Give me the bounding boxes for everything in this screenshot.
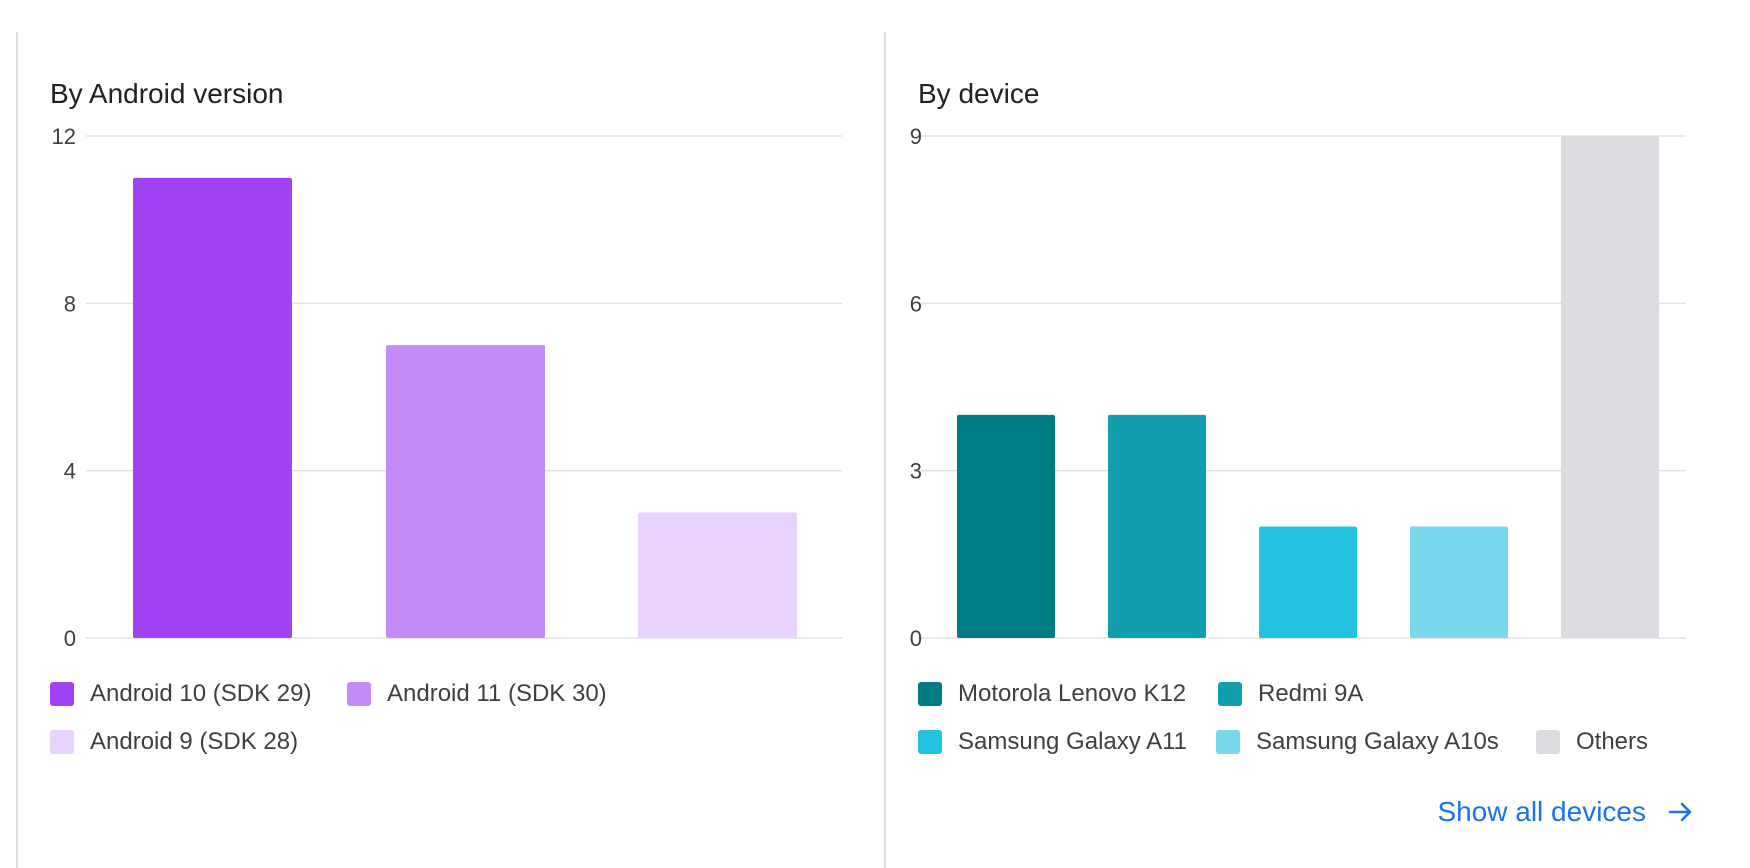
android-version-panel: By Android version 0 4 8 12 Android 10 (SDK… <box>50 78 842 756</box>
legend-swatch <box>1216 730 1240 754</box>
device-panel: By device 0 3 6 9 Motorola Lenovo K12 Redmi … <box>886 0 1750 868</box>
left-divider <box>16 32 18 868</box>
legend-swatch <box>918 730 942 754</box>
device-legend-item-redmi-9a[interactable]: Redmi 9A <box>1218 680 1363 708</box>
device-legend-item-motorola-lenovo-k12[interactable]: Motorola Lenovo K12 <box>918 680 1186 708</box>
android-legend-item-android-10-sdk-29[interactable]: Android 10 (SDK 29) <box>50 680 311 708</box>
android-bar-android-9-sdk-28[interactable] <box>638 512 797 639</box>
legend-swatch <box>50 730 74 754</box>
legend-label: Android 9 (SDK 28) <box>90 728 299 755</box>
android-legend-item-android-11-sdk-30[interactable]: Android 11 (SDK 30) <box>347 680 607 708</box>
android-y-tick-label: 12 <box>52 124 76 149</box>
legend-label: Android 11 (SDK 30) <box>387 680 607 707</box>
device-bar-samsung-galaxy-a11[interactable] <box>1259 526 1357 638</box>
legend-label: Redmi 9A <box>1258 680 1364 707</box>
android-bar-android-11-sdk-30[interactable] <box>386 345 545 638</box>
legend-label: Samsung Galaxy A11 <box>958 728 1188 755</box>
legend-label: Others <box>1576 728 1649 755</box>
android-y-tick-label: 4 <box>64 459 76 484</box>
device-bar-motorola-lenovo-k12[interactable] <box>957 414 1055 638</box>
legend-label: Samsung Galaxy A10s <box>1256 728 1499 755</box>
legend-swatch <box>50 682 74 706</box>
show-all-devices-label: Show all devices <box>1437 796 1646 827</box>
device-title: By device <box>918 78 1040 109</box>
android-version-chart: 0 4 8 12 <box>52 124 842 651</box>
android-bar-android-10-sdk-29[interactable] <box>133 177 292 639</box>
legend-swatch <box>1218 682 1242 706</box>
device-y-tick-label: 6 <box>910 291 922 316</box>
device-y-tick-label: 0 <box>910 626 922 651</box>
device-legend-item-samsung-galaxy-a11[interactable]: Samsung Galaxy A11 <box>918 728 1187 756</box>
android-y-tick-label: 8 <box>64 291 76 316</box>
device-legend-item-samsung-galaxy-a10s[interactable]: Samsung Galaxy A10s <box>1216 728 1499 756</box>
legend-label: Android 10 (SDK 29) <box>90 680 312 707</box>
device-y-tick-label: 3 <box>910 459 922 484</box>
device-y-tick-label: 9 <box>910 124 922 149</box>
device-chart: 0 3 6 9 <box>910 124 1686 651</box>
show-all-devices-link[interactable]: Show all devices <box>1437 796 1694 828</box>
device-bar-others[interactable] <box>1561 136 1659 638</box>
device-bar-samsung-galaxy-a10s[interactable] <box>1410 526 1508 638</box>
legend-swatch <box>1536 730 1560 754</box>
android-legend-item-android-9-sdk-28[interactable]: Android 9 (SDK 28) <box>50 728 298 756</box>
android-y-tick-label: 0 <box>64 626 76 651</box>
legend-swatch <box>347 682 371 706</box>
legend-label: Motorola Lenovo K12 <box>958 680 1187 707</box>
arrow-right-icon <box>1668 802 1692 822</box>
android-version-title: By Android version <box>50 78 284 109</box>
middle-divider <box>884 32 886 868</box>
legend-swatch <box>918 682 942 706</box>
device-legend-item-others[interactable]: Others <box>1536 728 1648 756</box>
device-bar-redmi-9a[interactable] <box>1108 414 1206 638</box>
